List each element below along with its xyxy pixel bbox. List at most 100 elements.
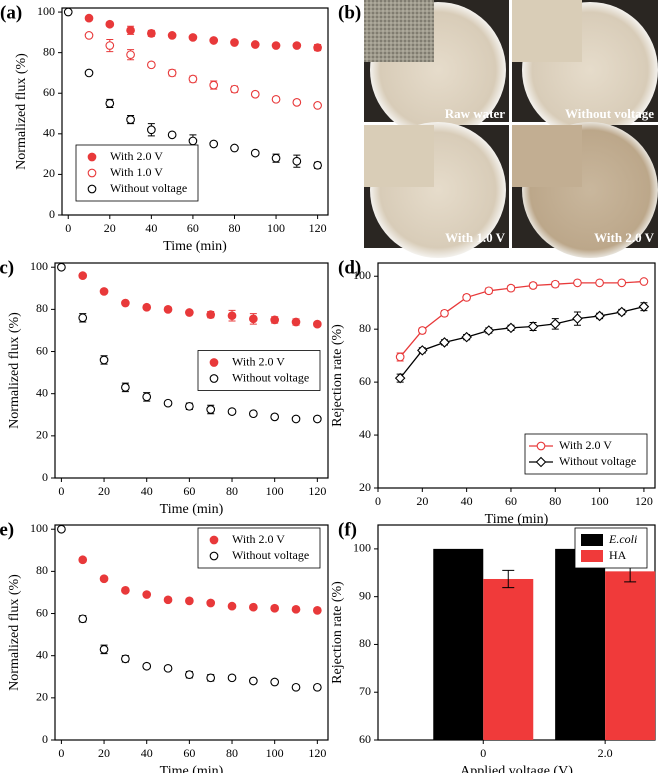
x-tick-label: 60 [183, 746, 195, 760]
plot-frame [54, 262, 329, 479]
data-point [250, 89, 260, 99]
data-point [270, 603, 280, 613]
data-point [147, 60, 156, 70]
data-point [188, 74, 198, 84]
data-point [313, 43, 322, 52]
data-point [121, 298, 130, 308]
x-tick-label: 20 [98, 484, 110, 498]
y-tick-label: 20 [43, 166, 55, 180]
data-point [206, 598, 216, 608]
photo-panel: (b) Raw water Without voltage With 1.0 V… [338, 0, 658, 258]
data-point [126, 25, 135, 35]
data-point [594, 310, 605, 322]
data-point [209, 139, 219, 149]
data-point [206, 673, 216, 683]
x-tick-label: 80 [228, 221, 240, 235]
legend: E.coli HA [574, 527, 648, 569]
data-point [99, 355, 109, 365]
y-tick-label: 90 [359, 588, 371, 602]
data-point [78, 614, 88, 624]
data-point [249, 676, 258, 686]
x-tick-label: 80 [226, 484, 238, 498]
x-tick-label: 60 [187, 221, 199, 235]
data-point [313, 160, 322, 170]
data-point [506, 283, 516, 293]
data-point [312, 319, 322, 329]
data-point [188, 33, 198, 42]
x-tick-label: 0 [480, 746, 486, 760]
y-tick-label: 100 [353, 268, 371, 282]
data-point [417, 326, 427, 335]
data-point [142, 590, 152, 599]
data-point [616, 306, 628, 318]
photo-caption: With 1.0 V [445, 230, 505, 245]
inset [364, 125, 434, 187]
data-point [99, 574, 109, 584]
data-point [105, 19, 115, 29]
legend-marker [209, 374, 219, 383]
panel-label: (b) [338, 2, 361, 23]
x-tick-label: 20 [98, 746, 110, 760]
x-tick-label: 40 [461, 494, 473, 508]
data-point [206, 405, 216, 414]
y-tick-label: 40 [43, 126, 55, 140]
data-point [105, 41, 115, 50]
data-point [292, 98, 302, 107]
data-point [121, 654, 130, 664]
bar [555, 548, 606, 740]
data-point [527, 321, 539, 332]
bar [605, 571, 656, 740]
data-point [230, 38, 239, 47]
legend-label: With 2.0 V [559, 438, 612, 452]
photo-caption: Raw water [445, 106, 506, 121]
legend-marker [535, 456, 547, 468]
legend-label: Without voltage [232, 548, 309, 562]
data-point [84, 13, 94, 23]
legend-swatch [581, 534, 603, 546]
legend-swatch [581, 550, 603, 562]
data-point [57, 524, 66, 534]
data-point [292, 41, 302, 50]
legend: With 2.0 V Without voltage [197, 350, 321, 391]
x-tick-label: 60 [505, 494, 517, 508]
data-point [188, 136, 198, 146]
legend-label: With 2.0 V [232, 354, 285, 368]
data-point [439, 337, 450, 348]
legend-frame [524, 433, 648, 475]
legend-marker [87, 184, 97, 194]
legend-marker [87, 152, 97, 162]
x-axis-title: Time (min) [160, 764, 224, 773]
data-point [227, 601, 237, 611]
panel-label: (c) [0, 257, 14, 278]
data-point [505, 322, 517, 334]
y-tick-label: 0 [42, 732, 48, 746]
x-tick-label: 60 [183, 484, 195, 498]
panel-label: (a) [0, 2, 22, 23]
error-bar [502, 569, 515, 589]
legend-label: Without voltage [110, 181, 187, 195]
inset [512, 125, 582, 187]
data-point [417, 345, 428, 356]
x-tick-label: 2.0 [598, 746, 613, 760]
y-tick-label: 20 [36, 428, 48, 442]
data-point [271, 153, 281, 163]
data-point [291, 317, 301, 327]
inset [512, 0, 582, 62]
data-point [230, 143, 239, 153]
x-axis-title: Time (min) [163, 239, 227, 254]
inset [364, 0, 434, 62]
data-point [99, 645, 109, 654]
data-point [185, 401, 194, 411]
data-point [250, 40, 260, 49]
data-point [270, 412, 280, 422]
data-point [617, 278, 627, 288]
y-tick-label: 20 [359, 480, 371, 494]
data-point [292, 156, 302, 166]
legend-marker [209, 551, 219, 561]
panel-label: (d) [338, 257, 361, 278]
data-point [163, 595, 173, 605]
data-point [394, 372, 406, 384]
data-point [313, 101, 322, 110]
data-point [312, 682, 322, 692]
